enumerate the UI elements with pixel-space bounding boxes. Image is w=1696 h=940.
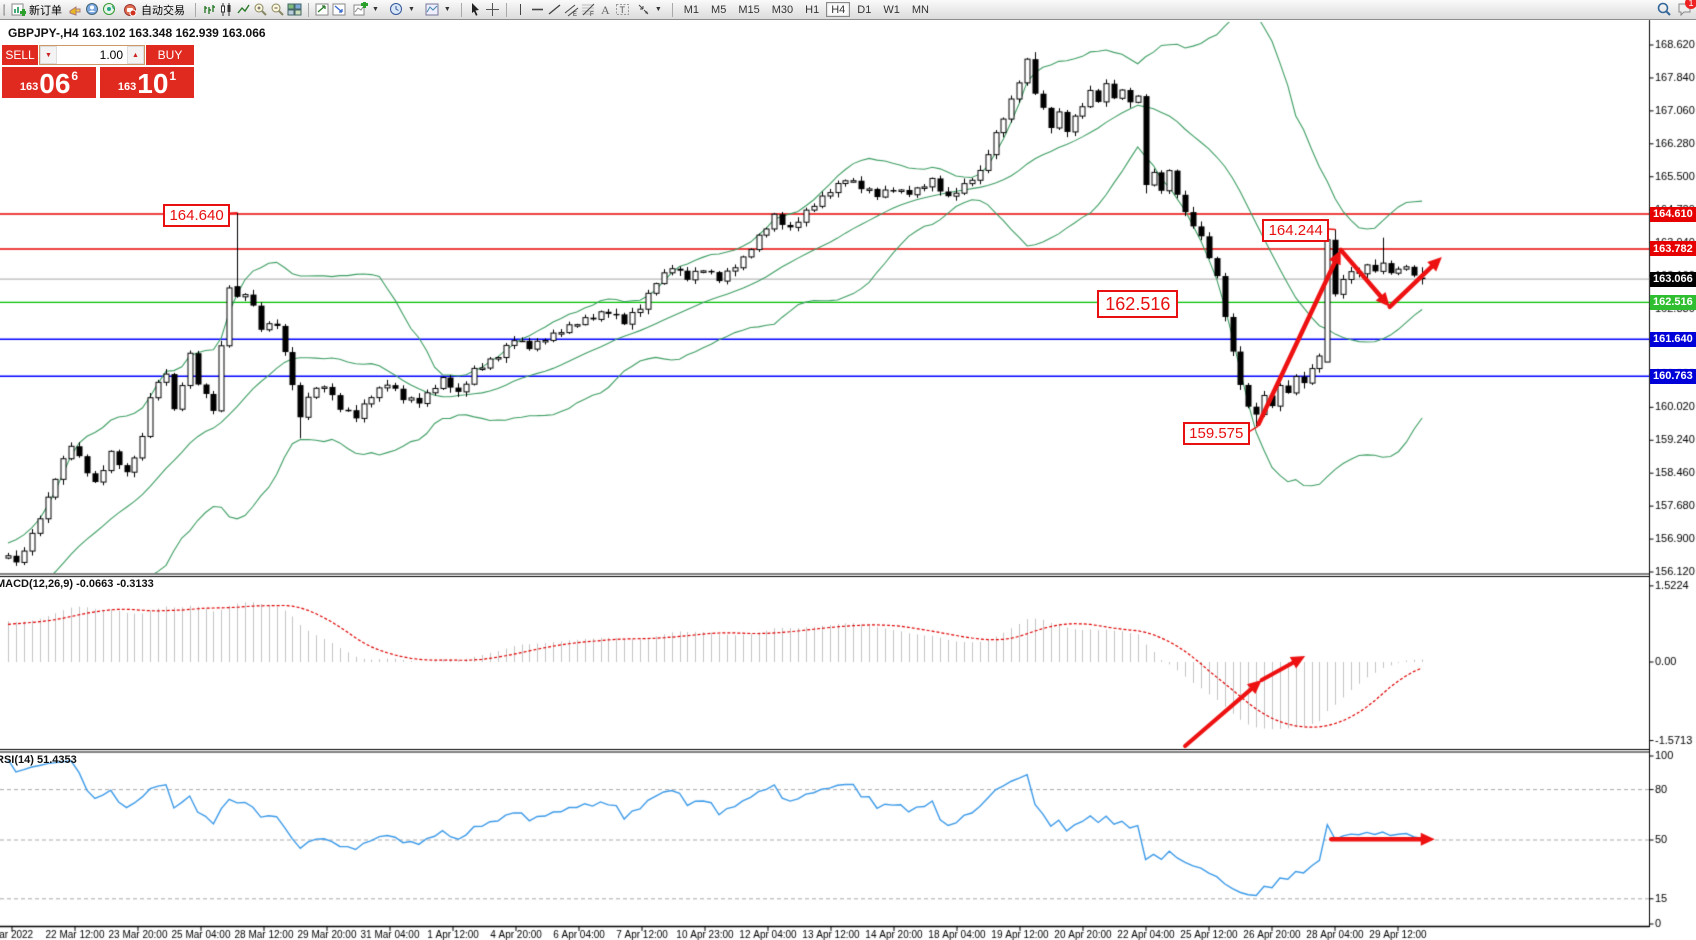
new-order-button[interactable]: 新订单 xyxy=(7,1,66,18)
cursor-icon[interactable] xyxy=(468,2,483,17)
dropdown-caret: ▼ xyxy=(654,6,662,13)
autotrade-button[interactable]: 自动交易 xyxy=(119,1,189,18)
buy-button[interactable]: BUY xyxy=(145,45,194,65)
rsi-indicator-label: RSI(14) 51.4353 xyxy=(0,754,77,766)
new-order-label: 新订单 xyxy=(29,4,62,17)
buy-price-big: 10 xyxy=(137,68,169,99)
dropdown-caret: ▼ xyxy=(443,6,451,13)
line-chart-icon[interactable] xyxy=(236,2,251,17)
toolbar: 新订单 自动交易 ▼ xyxy=(0,0,1696,20)
timeframe-m15[interactable]: M15 xyxy=(733,2,764,17)
megaphone-icon[interactable] xyxy=(68,2,83,17)
chat-icon[interactable]: 1 xyxy=(1677,0,1696,16)
indicator-up-icon[interactable] xyxy=(315,2,330,17)
template-button[interactable]: ▼ xyxy=(421,1,455,18)
chart-plus-icon xyxy=(11,2,26,17)
buy-price-small: 163 xyxy=(117,81,137,93)
separator xyxy=(308,2,309,17)
separator xyxy=(195,2,196,17)
price-callout-162.516[interactable]: 162.516 xyxy=(1097,290,1179,319)
period-button[interactable]: ▼ xyxy=(385,1,419,18)
label-icon[interactable]: T xyxy=(615,2,630,17)
sell-price-button[interactable]: 163 06 6 xyxy=(2,67,96,98)
fibonacci-icon[interactable]: F xyxy=(581,2,596,17)
autotrade-icon xyxy=(123,2,138,17)
clipped-edge-icon xyxy=(0,2,5,17)
price-tag-160.763: 160.763 xyxy=(1650,368,1696,384)
channel-icon[interactable]: E xyxy=(564,2,579,17)
period-clock-icon xyxy=(389,2,404,17)
timeframe-h1[interactable]: H1 xyxy=(800,2,824,17)
zoom-out-icon[interactable] xyxy=(270,2,285,17)
hline-icon[interactable] xyxy=(530,2,545,17)
svg-text:A: A xyxy=(601,3,610,17)
candlestick-icon[interactable] xyxy=(219,2,234,17)
sell-price-small: 163 xyxy=(19,81,39,93)
timeframe-m1[interactable]: M1 xyxy=(679,2,704,17)
signal-icon[interactable] xyxy=(102,2,117,17)
macd-indicator-label: MACD(12,26,9) -0.0663 -0.3133 xyxy=(0,578,154,590)
tile-windows-icon[interactable] xyxy=(287,2,302,17)
timeframe-d1[interactable]: D1 xyxy=(852,2,876,17)
timeframe-group: M1 M5 M15 M30 H1 H4 D1 W1 MN xyxy=(679,2,934,17)
timeframe-mn[interactable]: MN xyxy=(907,2,934,17)
timeframe-w1[interactable]: W1 xyxy=(878,2,905,17)
svg-text:F: F xyxy=(590,12,594,17)
timeframe-m30[interactable]: M30 xyxy=(767,2,798,17)
indicator-down-icon[interactable] xyxy=(332,2,347,17)
price-tag-161.640: 161.640 xyxy=(1650,331,1696,347)
separator xyxy=(671,2,673,17)
shapes-icon xyxy=(636,2,651,17)
timeframe-m5[interactable]: M5 xyxy=(706,2,731,17)
search-icon[interactable] xyxy=(1656,1,1671,16)
text-icon[interactable]: A xyxy=(598,2,613,17)
dropdown-caret: ▼ xyxy=(407,6,415,13)
price-callout-159.575[interactable]: 159.575 xyxy=(1182,422,1250,446)
volume-up-button[interactable]: ▲ xyxy=(127,46,144,64)
price-tag-163.066: 163.066 xyxy=(1650,271,1696,287)
zoom-in-icon[interactable] xyxy=(253,2,268,17)
price-callout-164.640[interactable]: 164.640 xyxy=(163,203,231,227)
trendline-icon[interactable] xyxy=(547,2,562,17)
price-tag-162.516: 162.516 xyxy=(1650,294,1696,310)
price-callout-164.244[interactable]: 164.244 xyxy=(1262,219,1330,243)
crosshair-icon[interactable] xyxy=(485,2,500,17)
svg-text:E: E xyxy=(573,12,577,17)
separator xyxy=(505,2,507,17)
indicator-add-icon xyxy=(353,2,368,17)
sell-button[interactable]: SELL xyxy=(2,45,39,65)
price-tag-163.782: 163.782 xyxy=(1650,241,1696,257)
svg-text:T: T xyxy=(619,5,625,15)
autotrade-label: 自动交易 xyxy=(141,4,185,17)
sell-price-sup: 6 xyxy=(71,69,79,83)
buy-price-sup: 1 xyxy=(169,69,177,83)
vline-icon[interactable] xyxy=(513,2,528,17)
chart-ohlc-title: GBPJPY-,H4 163.102 163.348 162.939 163.0… xyxy=(8,26,266,40)
one-click-trading-panel: SELL ▼ 1.00 ▲ BUY 163 06 6 163 10 1 xyxy=(2,45,194,98)
volume-down-button[interactable]: ▼ xyxy=(40,46,57,64)
dropdown-caret: ▼ xyxy=(372,6,379,13)
shapes-button[interactable]: ▼ xyxy=(632,1,666,18)
separator xyxy=(460,2,462,17)
profile-icon[interactable] xyxy=(85,2,100,17)
notification-badge: 1 xyxy=(1685,0,1696,9)
add-indicator-button[interactable]: ▼ xyxy=(349,1,383,18)
timeframe-h4[interactable]: H4 xyxy=(826,2,851,17)
buy-price-button[interactable]: 163 10 1 xyxy=(100,67,194,98)
bar-chart-icon[interactable] xyxy=(202,2,217,17)
price-tag-164.610: 164.610 xyxy=(1650,206,1696,222)
template-icon xyxy=(425,2,440,17)
sell-price-big: 06 xyxy=(39,68,71,99)
volume-input[interactable]: 1.00 xyxy=(99,48,123,62)
